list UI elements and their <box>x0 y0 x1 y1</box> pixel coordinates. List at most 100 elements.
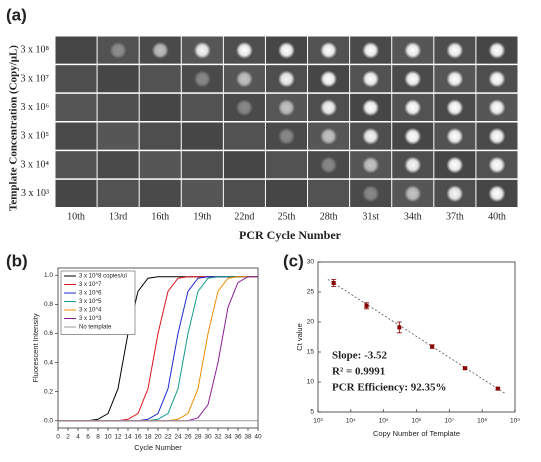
x-tick-label: 26 <box>184 434 192 441</box>
image-cell <box>139 179 181 207</box>
y-tick-label: 0.2 <box>44 388 53 395</box>
y-tick-label: 25 <box>307 289 315 296</box>
fluorescent-spot <box>362 156 380 174</box>
image-cell <box>139 93 181 121</box>
data-point <box>495 386 500 391</box>
x-tick-label: 6 <box>86 434 90 441</box>
image-cell <box>265 179 308 207</box>
fluorescent-spot <box>404 156 422 174</box>
x-tick-label: 32 <box>214 434 222 441</box>
y-tick-label: 0.6 <box>44 330 53 337</box>
fluorescent-spot <box>404 70 422 88</box>
x-axis-label: Cycle Number <box>134 443 182 452</box>
image-cell <box>139 65 181 93</box>
annotation: PCR Efficiency: 92.35% <box>332 382 447 394</box>
legend-label: No template <box>79 325 112 331</box>
fluorescent-spot <box>488 99 506 117</box>
x-tick-label: 20 <box>154 434 162 441</box>
column-label: 16th <box>151 211 169 222</box>
x-tick-label: 14 <box>124 434 132 441</box>
column-label: 13rd <box>109 211 127 222</box>
column-label: 25th <box>278 211 296 222</box>
row-label: 3 x 10⁷ <box>21 73 50 84</box>
x-tick-label: 24 <box>174 434 182 441</box>
x-tick-label: 10 <box>104 434 112 441</box>
column-label: 28th <box>320 211 338 222</box>
image-cell <box>55 65 97 93</box>
x-tick-label: 10⁴ <box>346 418 356 425</box>
legend-label: 3 x 10^6 <box>79 291 102 297</box>
fluorescent-spot <box>404 99 422 117</box>
fluorescent-spot <box>362 41 380 59</box>
fluorescent-spot <box>193 41 211 59</box>
fluorescent-spot <box>404 185 422 203</box>
trend-line <box>327 279 506 394</box>
fluorescent-spot <box>320 127 338 145</box>
image-cell <box>55 93 97 121</box>
x-tick-label: 0 <box>56 434 60 441</box>
fluorescent-spot <box>362 127 380 145</box>
x-axis-label: PCR Cycle Number <box>239 228 342 242</box>
fluorescent-spot <box>278 70 295 88</box>
row-label: 3 x 10³ <box>21 188 49 199</box>
fluorescent-spot <box>404 41 422 59</box>
x-tick-label: 36 <box>234 434 242 441</box>
image-cell <box>97 65 139 93</box>
fluorescent-spot <box>320 70 338 88</box>
x-tick-label: 10³ <box>313 418 323 425</box>
fluorescent-spot <box>235 70 253 88</box>
fluorescent-spot <box>446 127 464 145</box>
column-label: 37th <box>446 211 464 222</box>
fluorescent-spot <box>446 185 464 203</box>
image-cell <box>97 179 139 207</box>
x-tick-label: 18 <box>144 434 152 441</box>
fluorescent-spot <box>320 99 338 117</box>
image-cell <box>308 179 350 207</box>
image-cell <box>223 179 265 207</box>
fluorescent-spot <box>488 156 506 174</box>
x-tick-label: 10⁸ <box>477 418 487 425</box>
image-cell <box>55 151 97 179</box>
row-label: 3 x 10⁴ <box>21 159 50 170</box>
fluorescent-spot <box>404 127 422 145</box>
image-cell <box>181 122 223 150</box>
x-tick-label: 8 <box>96 434 100 441</box>
fluorescent-spot <box>193 70 211 88</box>
image-cell <box>55 179 97 207</box>
y-tick-label: 30 <box>307 259 315 266</box>
image-cell <box>97 151 139 179</box>
fluorescent-spot <box>446 70 464 88</box>
image-cell <box>55 36 97 64</box>
fluorescent-spot <box>151 41 169 59</box>
fluorescent-spot <box>362 99 380 117</box>
fluorescent-spot <box>446 41 464 59</box>
image-cell <box>265 151 308 179</box>
legend-label: 3 x 10^4 <box>79 308 102 314</box>
column-label: 40th <box>488 211 506 222</box>
legend-label: 3 x 10^7 <box>79 282 102 288</box>
fluorescent-spot <box>320 41 338 59</box>
panel-label: (b) <box>6 251 28 270</box>
fluorescent-spot <box>109 41 127 59</box>
image-cell <box>55 122 97 150</box>
image-cell <box>97 93 139 121</box>
row-label: 3 x 10⁸ <box>21 45 50 56</box>
image-cell <box>139 122 181 150</box>
legend-label: 3 x 10^3 <box>79 316 102 322</box>
fluorescent-spot <box>488 127 506 145</box>
x-tick-label: 2 <box>66 434 70 441</box>
fluorescent-spot <box>488 70 506 88</box>
fluorescent-spot <box>488 41 506 59</box>
y-tick-label: 0.8 <box>44 301 53 308</box>
column-label: 31st <box>362 211 379 222</box>
image-cell <box>181 151 223 179</box>
image-cell <box>181 93 223 121</box>
data-point <box>331 281 336 285</box>
x-axis-label: Copy Number of Template <box>373 429 460 438</box>
panel-label: (a) <box>6 5 27 24</box>
x-tick-label: 40 <box>254 434 262 441</box>
fluorescent-spot <box>235 41 253 59</box>
y-axis-label: Ct value <box>295 323 304 351</box>
fluorescent-spot <box>320 156 338 174</box>
